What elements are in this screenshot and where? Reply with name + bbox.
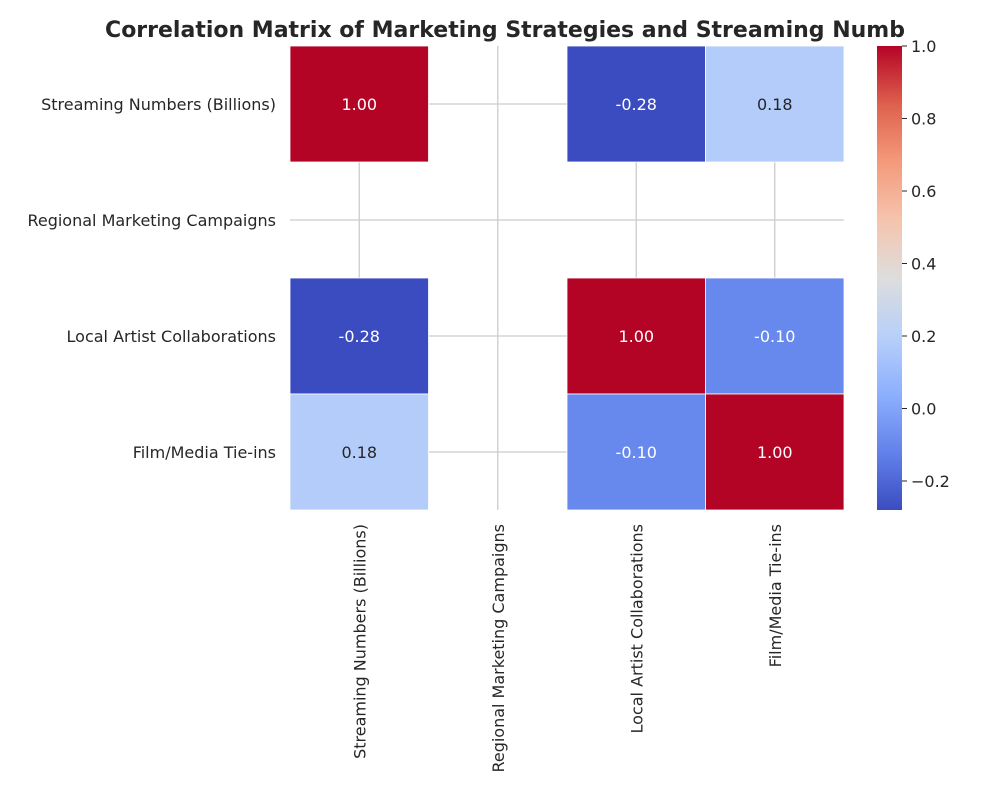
- heatmap-cell: [705, 393, 845, 511]
- heatmap-cell: [289, 393, 429, 511]
- heatmap-cell: [705, 277, 845, 395]
- colorbar: 1.0 0.8 0.6 0.4 0.2 0.0 −0.2: [877, 37, 950, 510]
- cell-value-label: 0.18: [757, 95, 793, 114]
- chart-title: Correlation Matrix of Marketing Strategi…: [105, 18, 905, 43]
- row-tick-labels: Streaming Numbers (Billions) Regional Mar…: [27, 95, 276, 462]
- colorbar-bar: [877, 46, 902, 510]
- colorbar-tick-label: 0.6: [911, 182, 936, 201]
- column-tick-label: Streaming Numbers (Billions): [350, 524, 369, 759]
- cell-value-label: 1.00: [341, 95, 377, 114]
- heatmap-cell: [289, 45, 429, 163]
- heatmap-cell: [705, 45, 845, 163]
- cell-value-label: 1.00: [757, 443, 793, 462]
- cell-value-label: -0.10: [754, 327, 795, 346]
- row-tick-label: Regional Marketing Campaigns: [27, 211, 276, 230]
- heatmap-cell: [289, 277, 429, 395]
- cell-value-label: 1.00: [618, 327, 654, 346]
- column-tick-label: Regional Marketing Campaigns: [489, 524, 508, 773]
- column-tick-label: Film/Media Tie-ins: [766, 524, 785, 667]
- row-tick-label: Streaming Numbers (Billions): [41, 95, 276, 114]
- cell-value-label: -0.10: [616, 443, 657, 462]
- cell-value-label: -0.28: [616, 95, 657, 114]
- colorbar-tick-label: 1.0: [911, 37, 936, 56]
- column-tick-label: Local Artist Collaborations: [627, 524, 646, 733]
- colorbar-tick-label: 0.8: [911, 110, 936, 129]
- row-tick-label: Film/Media Tie-ins: [133, 443, 276, 462]
- column-tick-labels: Streaming Numbers (Billions) Regional Mar…: [350, 524, 785, 773]
- colorbar-tick-label: 0.2: [911, 327, 936, 346]
- colorbar-tick-label: 0.0: [911, 400, 936, 419]
- row-tick-label: Local Artist Collaborations: [67, 327, 276, 346]
- cell-value-label: -0.28: [339, 327, 380, 346]
- heatmap-cells: 1.00 -0.28 0.18 -0.28 1.00 -0.10 0.18 -0.10 1.00: [289, 45, 845, 511]
- colorbar-tick-label: −0.2: [911, 472, 950, 491]
- colorbar-tick-label: 0.4: [911, 255, 936, 274]
- heatmap-cell: [566, 393, 706, 511]
- heatmap-cell: [566, 45, 706, 163]
- cell-value-label: 0.18: [341, 443, 377, 462]
